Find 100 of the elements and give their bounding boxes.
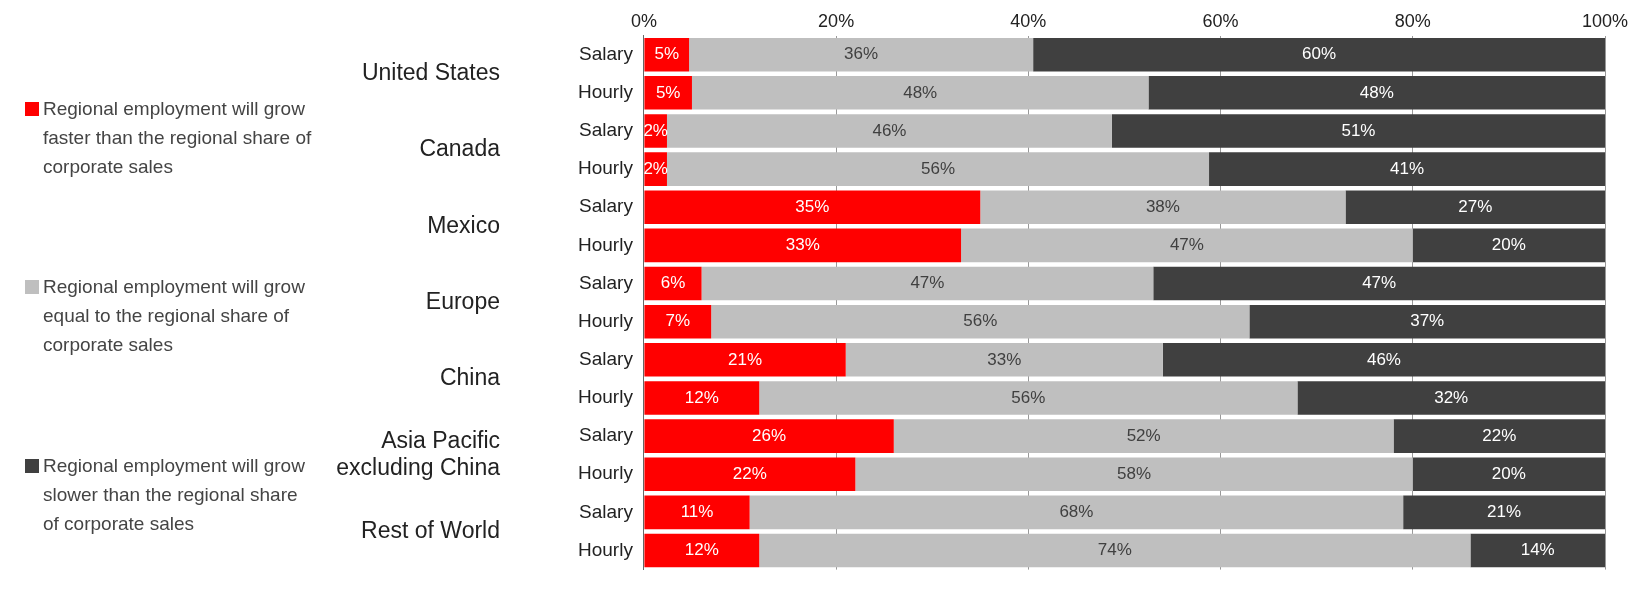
x-tick-label: 40% — [1010, 10, 1047, 31]
data-label: 20% — [1491, 235, 1526, 255]
data-label: 22% — [1482, 425, 1517, 445]
y-tick-label: Salary — [579, 348, 634, 370]
bar — [701, 266, 1154, 301]
data-label: 36% — [844, 44, 879, 64]
bar — [644, 419, 894, 453]
legend-label: Regional employment will grow faster than the regional share of corporate sales — [43, 96, 313, 179]
data-label: 21% — [1487, 502, 1522, 522]
bar — [1470, 533, 1605, 568]
data-label: 56% — [920, 158, 956, 178]
y-tick-label: Salary — [579, 424, 634, 446]
text: Rest of World — [361, 516, 500, 543]
data-label: 12% — [684, 540, 719, 560]
y-tick-label: Hourly — [578, 386, 634, 408]
bar — [980, 190, 1346, 225]
bar — [845, 343, 1163, 377]
legend-label: Regional employment will grow slower than the regional share of corporate sales — [43, 454, 306, 537]
bar — [855, 457, 1413, 492]
data-label: 47% — [1362, 273, 1397, 293]
text: Mexico — [427, 211, 500, 238]
bar — [644, 457, 856, 492]
data-label: 20% — [1491, 463, 1526, 483]
legend-label: Regional employment will grow equal to the regional share of corporate sales — [43, 275, 306, 358]
data-label: 12% — [684, 387, 719, 407]
data-label: 11% — [680, 502, 714, 522]
bar — [1345, 190, 1605, 225]
x-tick-label: 0% — [630, 10, 657, 31]
bar — [644, 304, 712, 339]
bar — [644, 533, 760, 568]
y-tick-label: Salary — [579, 195, 634, 217]
bar — [759, 381, 1298, 415]
data-label: 48% — [903, 82, 938, 102]
data-label: 14% — [1520, 540, 1555, 560]
bar — [691, 76, 1149, 110]
bar — [644, 190, 981, 225]
data-label: 48% — [1359, 82, 1394, 102]
y-tick-label: Hourly — [578, 462, 634, 484]
data-label: 35% — [795, 196, 830, 216]
bar — [644, 228, 962, 263]
data-label: 46% — [872, 120, 907, 140]
x-tick-label: 100% — [1581, 10, 1629, 31]
bar — [1162, 343, 1605, 377]
data-label: 6% — [660, 273, 686, 293]
bar — [1393, 419, 1605, 453]
y-tick-label: Salary — [579, 42, 634, 64]
data-label: 56% — [963, 311, 998, 331]
bar — [1412, 228, 1605, 263]
text: China — [439, 364, 501, 391]
text: Europe — [425, 287, 500, 314]
bar — [961, 228, 1413, 263]
bar — [666, 114, 1112, 148]
data-label: 46% — [1366, 349, 1401, 369]
bar — [893, 419, 1394, 453]
y-tick-label: Hourly — [578, 233, 634, 255]
data-label: 51% — [1341, 120, 1376, 140]
y-tick-label: Hourly — [578, 157, 634, 179]
bar — [1249, 304, 1605, 339]
data-label: 52% — [1126, 425, 1161, 445]
data-label: 58% — [1117, 463, 1152, 483]
data-label: 74% — [1097, 540, 1132, 560]
data-label: 38% — [1145, 196, 1180, 216]
bar — [1153, 266, 1605, 301]
data-label: 60% — [1302, 44, 1337, 64]
y-tick-label: Salary — [579, 500, 634, 522]
bar — [1111, 114, 1605, 148]
bar — [1403, 495, 1605, 530]
bar — [644, 343, 846, 377]
data-label: 5% — [655, 82, 681, 102]
data-label: 27% — [1458, 196, 1493, 216]
data-label: 7% — [665, 311, 691, 331]
x-tick-label: 60% — [1202, 10, 1239, 31]
data-label: 33% — [987, 349, 1022, 369]
bar — [759, 533, 1471, 568]
x-tick-label: 20% — [818, 10, 855, 31]
data-label: 68% — [1059, 502, 1094, 522]
bar — [644, 381, 760, 415]
data-label: 37% — [1410, 311, 1445, 331]
bar — [1412, 457, 1605, 492]
bar — [644, 266, 702, 301]
data-label: 32% — [1434, 387, 1469, 407]
bar — [666, 152, 1210, 186]
bar — [689, 37, 1034, 72]
bar — [644, 76, 692, 110]
text: United States — [361, 59, 500, 86]
y-tick-label: Salary — [579, 271, 634, 293]
data-label: 26% — [752, 425, 787, 445]
data-label: 56% — [1011, 387, 1046, 407]
bar — [1209, 152, 1605, 186]
x-tick-label: 80% — [1394, 10, 1431, 31]
data-label: 21% — [728, 349, 763, 369]
bar — [1297, 381, 1605, 415]
text: Asia Pacific excluding China — [336, 427, 501, 481]
data-label: 22% — [732, 463, 767, 483]
text: Canada — [419, 135, 501, 162]
bar — [1148, 76, 1605, 110]
y-tick-label: Hourly — [578, 538, 634, 560]
data-label: 47% — [1169, 235, 1204, 255]
bar — [711, 304, 1250, 339]
y-tick-label: Salary — [579, 119, 634, 141]
